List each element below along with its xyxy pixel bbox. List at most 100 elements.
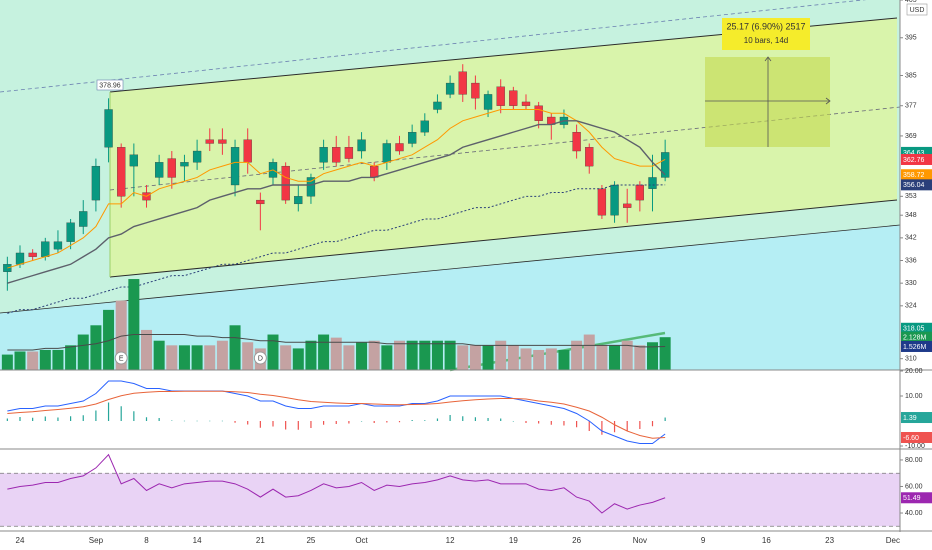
volume-bar [659,337,671,370]
price-badge [901,169,932,181]
y-tick-label: 385 [905,72,917,79]
y-tick-label: 369 [905,133,917,140]
volume-bar [356,342,368,370]
candle-body [104,109,113,148]
indicator-line [7,380,666,444]
histogram-bar [411,420,413,421]
candle-body [521,101,531,106]
candle-body [445,82,455,95]
histogram-bar [19,417,21,421]
volume-bar [520,348,532,370]
y-tick-label: 310 [905,356,917,363]
candle-body [433,101,442,110]
candle-body [496,86,505,106]
x-tick-label: 14 [193,536,202,545]
histogram-bar [259,421,261,428]
candle-body [572,131,581,152]
measure-arrowhead-v [764,56,772,62]
volume-bar [153,340,165,370]
candle-body [395,143,404,152]
histogram-bar [373,421,375,423]
candle-body [117,147,126,197]
volume-bar [65,345,77,370]
volume-bar [431,340,443,370]
volume-bar [318,334,330,370]
high-label-box [96,79,124,91]
volume-bar [103,309,115,370]
price-badge-label: 318.05 [903,326,925,333]
histogram-bar [272,421,274,427]
volume-bar [419,340,431,370]
candle-body [635,184,644,201]
volume-bar [267,334,279,370]
histogram-bar [538,421,540,424]
candle-body [623,203,632,208]
indicator-line [7,453,666,514]
volume-bar [583,334,595,370]
histogram-bar [550,421,552,425]
histogram-bar [436,418,439,421]
volume-bar [482,345,494,370]
price-badge [901,322,932,334]
measure-box [705,57,830,147]
histogram-bar [32,417,34,421]
candle-body [91,165,101,201]
histogram-bar [158,418,160,421]
measure-sublabel: 10 bars, 14d [744,36,788,45]
volume-bar [621,340,633,370]
volume-bar [14,351,26,370]
x-tick-label: 16 [762,536,771,545]
histogram-bar [601,421,603,435]
volume-bar [381,345,393,370]
histogram-bar [613,421,616,433]
candle-body [256,199,265,205]
candle-body [306,177,316,197]
price-axis [900,0,932,550]
volume-bar [191,345,203,370]
volume-bar [571,340,583,370]
histogram-bar [386,421,388,423]
histogram-bar [512,421,514,422]
price-badge-label: 51.49 [903,495,921,502]
volume-bar [343,345,355,370]
candle-body [648,177,657,189]
candle-body [483,94,493,110]
histogram-bar [82,415,84,421]
volume-bar [634,345,646,370]
volume-bar [469,345,481,370]
histogram-bar [183,420,186,422]
volume-bar [305,340,317,370]
candle-body [192,150,202,163]
histogram-bar [70,416,72,421]
histogram-bar [196,420,198,422]
x-tick-label: Sep [89,536,104,545]
channel-fill [110,18,897,277]
moving-average [7,108,666,269]
price-badge [901,146,932,158]
candle-body [509,90,518,106]
volume-bar [141,329,152,370]
histogram-bar [462,416,464,421]
volume-bar [52,349,64,370]
histogram-bar [588,421,590,431]
volume-bar [457,345,469,370]
histogram-bar [323,421,325,425]
y-tick-label: 324 [905,303,917,310]
lower-channel-fill [0,225,900,370]
histogram-bar [120,406,122,421]
candle-body [243,139,252,163]
histogram-bar [247,421,249,425]
candle-body [332,147,341,163]
histogram-bar [133,411,135,421]
candle-body [661,152,670,178]
x-tick-label: Dec [886,536,900,545]
candle-body [28,252,37,257]
trend-line [0,224,901,314]
candle-body [3,264,12,272]
indicator-line [7,390,666,439]
volume-bar [1,354,13,370]
histogram-bar [171,420,173,421]
histogram-bar [474,417,476,421]
